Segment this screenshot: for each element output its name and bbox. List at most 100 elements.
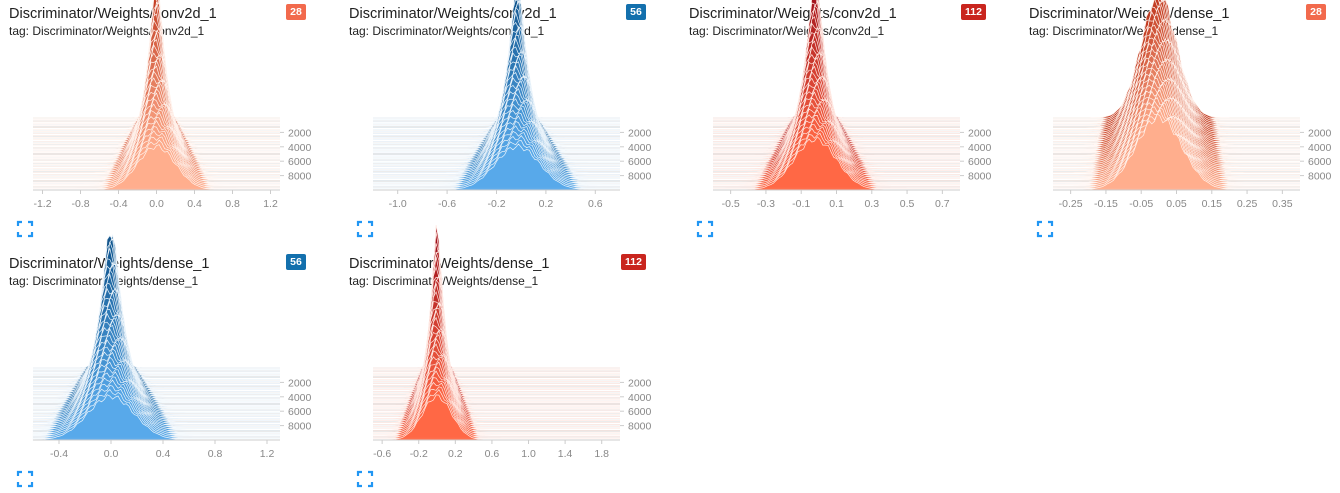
x-tick-label: -0.1 xyxy=(792,198,810,210)
histogram-ridges xyxy=(372,224,620,441)
card-tag: tag: Discriminator/Weights/conv2d_1 xyxy=(9,24,205,38)
histogram-ridges xyxy=(373,0,620,191)
x-axis: -0.4 0.0 0.4 0.8 1.2 xyxy=(33,439,280,460)
x-tick-label: 0.0 xyxy=(104,448,119,460)
histogram-ridge xyxy=(373,276,620,386)
histogram-ridges xyxy=(713,0,960,191)
y-tick-label: 8000 xyxy=(288,171,312,183)
histogram-ridge xyxy=(373,224,620,369)
histogram-ridge xyxy=(33,241,280,377)
card-title: Discriminator/Weights/dense_1 xyxy=(1029,6,1230,22)
y-tick-label: 6000 xyxy=(968,156,992,168)
run-badge: 56 xyxy=(286,254,306,270)
x-axis: -0.6 -0.2 0.2 0.6 1.0 1.4 1.8 xyxy=(373,439,620,460)
histogram-ridge xyxy=(373,21,620,136)
card-tag: tag: Discriminator/Weights/conv2d_1 xyxy=(349,24,545,38)
y-tick-label: 8000 xyxy=(628,171,652,183)
histogram-ridge xyxy=(713,117,960,183)
run-badge: 56 xyxy=(626,4,646,20)
x-tick-label: -1.2 xyxy=(33,198,51,210)
x-tick-label: -0.4 xyxy=(109,198,127,210)
x-tick-label: 0.2 xyxy=(448,448,463,460)
histogram-card: Discriminator/Weights/conv2d_1 tag: Disc… xyxy=(340,0,660,240)
y-tick-label: 2000 xyxy=(628,127,652,139)
x-tick-label: 0.7 xyxy=(935,198,950,210)
x-tick-label: 1.2 xyxy=(263,198,278,210)
y-tick-label: 2000 xyxy=(968,127,992,139)
histogram-ridge xyxy=(33,237,280,375)
histogram-ridge xyxy=(373,279,620,392)
histogram-ridge xyxy=(33,235,280,371)
histogram-chart: -1.2 -0.8 -0.4 0.0 0.4 0.8 1.2 2000 4000 6000 8000 xyxy=(33,0,312,210)
x-tick-label: -0.5 xyxy=(722,198,740,210)
y-tick-label: 6000 xyxy=(628,156,652,168)
x-tick-label: 0.6 xyxy=(588,198,603,210)
x-tick-label: -0.15 xyxy=(1094,198,1118,210)
card-title: Discriminator/Weights/dense_1 xyxy=(349,256,550,272)
histogram-chart: -1.0 -0.6 -0.2 0.2 0.6 2000 4000 6000 8000 xyxy=(373,0,652,210)
x-axis: -1.2 -0.8 -0.4 0.0 0.4 0.8 1.2 xyxy=(33,189,280,210)
x-tick-label: -0.05 xyxy=(1129,198,1153,210)
histogram-ridge xyxy=(33,234,280,369)
fullscreen-expand-icon[interactable] xyxy=(16,220,34,238)
fullscreen-expand-icon[interactable] xyxy=(16,470,34,488)
y-tick-label: 6000 xyxy=(1308,156,1332,168)
y-axis: 2000 4000 6000 8000 xyxy=(620,377,652,433)
histogram-ridge xyxy=(713,0,960,123)
y-tick-label: 2000 xyxy=(288,377,312,389)
histogram-ridge xyxy=(713,124,960,185)
card-tag: tag: Discriminator/Weights/dense_1 xyxy=(1029,24,1219,38)
x-tick-label: 0.6 xyxy=(485,448,500,460)
y-tick-label: 8000 xyxy=(968,171,992,183)
histogram-card: Discriminator/Weights/dense_1 tag: Discr… xyxy=(0,234,320,490)
x-tick-label: -0.2 xyxy=(410,448,428,460)
histogram-chart: -0.5 -0.3 -0.1 0.1 0.3 0.5 0.7 2000 4000 6000 8000 xyxy=(713,0,992,210)
histogram-ridge xyxy=(373,231,620,371)
y-tick-label: 8000 xyxy=(1308,171,1332,183)
x-tick-label: -0.6 xyxy=(438,198,456,210)
x-axis: -1.0 -0.6 -0.2 0.2 0.6 xyxy=(373,189,620,210)
x-tick-label: 1.0 xyxy=(521,448,536,460)
histogram-ridge xyxy=(373,301,620,400)
y-axis: 2000 4000 6000 8000 xyxy=(280,377,312,433)
x-tick-label: 0.8 xyxy=(225,198,240,210)
x-tick-label: 0.05 xyxy=(1166,198,1187,210)
card-tag: tag: Discriminator/Weights/conv2d_1 xyxy=(689,24,885,38)
fullscreen-expand-icon[interactable] xyxy=(356,220,374,238)
x-tick-label: -1.0 xyxy=(389,198,407,210)
x-tick-label: -0.3 xyxy=(757,198,775,210)
x-tick-label: 0.3 xyxy=(864,198,879,210)
card-title: Discriminator/Weights/conv2d_1 xyxy=(689,6,897,22)
y-tick-label: 4000 xyxy=(288,392,312,404)
x-tick-label: 0.25 xyxy=(1237,198,1258,210)
histogram-chart: -0.25 -0.15 -0.05 0.05 0.15 0.25 0.35 2000 4000 6… xyxy=(1053,0,1332,210)
histogram-ridge xyxy=(373,275,620,390)
histogram-ridges xyxy=(33,0,280,191)
x-tick-label: 0.2 xyxy=(539,198,554,210)
x-tick-label: -0.25 xyxy=(1059,198,1083,210)
x-tick-label: 1.8 xyxy=(594,448,609,460)
x-tick-label: 1.2 xyxy=(260,448,275,460)
histogram-ridge xyxy=(33,297,280,400)
fullscreen-expand-icon[interactable] xyxy=(696,220,714,238)
y-tick-label: 4000 xyxy=(628,392,652,404)
histogram-card: Discriminator/Weights/dense_1 tag: Discr… xyxy=(1020,0,1340,240)
histogram-ridges xyxy=(32,234,280,441)
run-badge: 112 xyxy=(961,4,986,20)
histogram-chart: -0.4 0.0 0.4 0.8 1.2 2000 4000 6000 8000 xyxy=(32,234,312,460)
x-tick-label: -0.2 xyxy=(487,198,505,210)
y-tick-label: 6000 xyxy=(288,156,312,168)
x-tick-label: 0.15 xyxy=(1202,198,1223,210)
y-axis: 2000 4000 6000 8000 xyxy=(1300,127,1332,183)
x-tick-label: -0.8 xyxy=(71,198,89,210)
y-tick-label: 8000 xyxy=(628,421,652,433)
x-tick-label: 0.1 xyxy=(829,198,844,210)
run-badge: 28 xyxy=(1306,4,1326,20)
fullscreen-expand-icon[interactable] xyxy=(356,470,374,488)
y-tick-label: 2000 xyxy=(628,377,652,389)
histogram-ridge xyxy=(713,0,960,121)
y-tick-label: 4000 xyxy=(288,142,312,154)
histogram-ridge xyxy=(713,0,960,119)
fullscreen-expand-icon[interactable] xyxy=(1036,220,1054,238)
card-title: Discriminator/Weights/conv2d_1 xyxy=(9,6,217,22)
